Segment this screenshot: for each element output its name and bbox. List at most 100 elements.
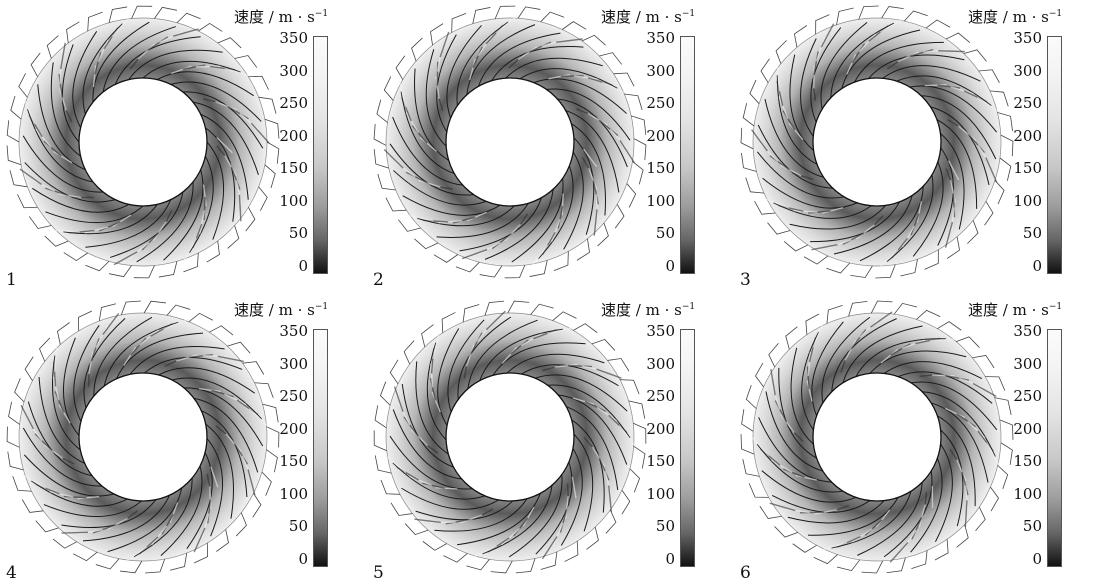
colorbar-tick: 200: [635, 129, 675, 144]
stator-segment: [743, 103, 754, 126]
flow-streak: [938, 51, 965, 52]
flow-streak: [437, 62, 438, 86]
colorbar-tick: 0: [635, 552, 675, 567]
stator-segment: [531, 304, 554, 315]
flow-streak: [60, 59, 61, 84]
stator-segment: [144, 301, 166, 313]
unit-exponent: −1: [682, 302, 695, 312]
cascade-ring: [365, 0, 655, 284]
stator-segment: [937, 322, 961, 331]
stator-segment: [804, 256, 828, 264]
colorbar-tick: 100: [268, 194, 308, 209]
colorbar-tick: 50: [268, 519, 308, 534]
stator-segment: [253, 493, 261, 517]
colorbar-tick: 150: [268, 161, 308, 176]
colorbar-tick: 50: [1002, 519, 1042, 534]
colorbar-tick: 200: [1002, 129, 1042, 144]
colorbar: [313, 329, 328, 567]
hub-circle: [446, 78, 574, 206]
colorbar-tick: 0: [1002, 552, 1042, 567]
colorbar: [680, 36, 695, 274]
stator-segment: [750, 80, 759, 104]
stator-segment: [826, 263, 849, 273]
stator-segment: [189, 313, 213, 321]
cascade-ring: [732, 289, 1022, 579]
panel-number: 3: [740, 272, 751, 289]
colorbar-unit: 速度 / m · s−1: [234, 299, 328, 318]
unit-text: 速度 / m · s: [234, 8, 315, 26]
panel-number: 4: [6, 565, 17, 582]
stator-segment: [31, 53, 40, 77]
colorbar-tick: 100: [635, 487, 675, 502]
stator-segment: [423, 541, 447, 550]
colorbar-tick: 150: [635, 454, 675, 469]
colorbar-tick: 250: [635, 389, 675, 404]
colorbar-tick: 100: [268, 487, 308, 502]
colorbar-unit: 速度 / m · s−1: [968, 299, 1062, 318]
flow-streak: [204, 197, 205, 220]
stator-segment: [64, 253, 88, 261]
stator-segment: [209, 326, 233, 335]
colorbar-tick: 0: [635, 259, 675, 274]
stator-segment: [380, 382, 390, 406]
unit-exponent: −1: [1049, 302, 1062, 312]
stator-segment: [926, 20, 950, 28]
colorbar-tick: 300: [635, 357, 675, 372]
cascade-ring: [0, 0, 288, 284]
stator-segment: [53, 539, 77, 548]
unit-text: 速度 / m · s: [601, 301, 682, 319]
colorbar-tick: 300: [1002, 357, 1042, 372]
stator-segment: [746, 385, 756, 408]
panel-number: 1: [6, 272, 17, 289]
hub-circle: [79, 373, 207, 501]
colorbar-tick: 250: [635, 96, 675, 111]
stator-segment: [85, 261, 109, 271]
stator-segment: [622, 490, 630, 514]
colorbar: [313, 36, 328, 274]
colorbar: [680, 329, 695, 567]
colorbar-tick: 50: [1002, 226, 1042, 241]
stator-segment: [741, 128, 753, 149]
stator-segment: [894, 303, 917, 314]
unit-exponent: −1: [682, 9, 695, 19]
stator-segment: [390, 360, 398, 384]
stator-segment: [259, 187, 268, 211]
stator-segment: [562, 22, 586, 30]
colorbar-tick: 150: [635, 161, 675, 176]
colorbar-tick: 250: [268, 96, 308, 111]
stator-segment: [837, 560, 860, 571]
colorbar-tick: 350: [635, 31, 675, 46]
cascade-ring: [365, 289, 655, 579]
colorbar-tick: 250: [1002, 389, 1042, 404]
stator-segment: [875, 265, 895, 278]
colorbar-tick: 150: [1002, 161, 1042, 176]
stator-segment: [518, 7, 540, 18]
hub-circle: [446, 373, 574, 501]
stator-segment: [553, 312, 577, 321]
colorbar-tick: 100: [1002, 487, 1042, 502]
stator-segment: [862, 561, 883, 573]
stator-segment: [19, 73, 28, 97]
stator-segment: [990, 487, 998, 511]
hub-circle: [813, 78, 941, 206]
colorbar-tick: 300: [635, 64, 675, 79]
stator-segment: [859, 6, 879, 19]
stator-segment: [96, 559, 119, 569]
stator-segment: [871, 301, 892, 313]
colorbar-tick: 50: [268, 226, 308, 241]
stator-segment: [396, 56, 405, 80]
flow-streak: [562, 194, 563, 216]
stator-segment: [761, 59, 769, 83]
unit-text: 速度 / m · s: [234, 301, 315, 319]
colorbar-tick: 350: [635, 324, 675, 339]
colorbar: [1047, 329, 1062, 567]
stator-segment: [466, 559, 489, 570]
colorbar-unit: 速度 / m · s−1: [601, 6, 695, 25]
stator-segment: [508, 301, 529, 313]
stator-segment: [384, 77, 393, 101]
colorbar-tick: 150: [268, 454, 308, 469]
